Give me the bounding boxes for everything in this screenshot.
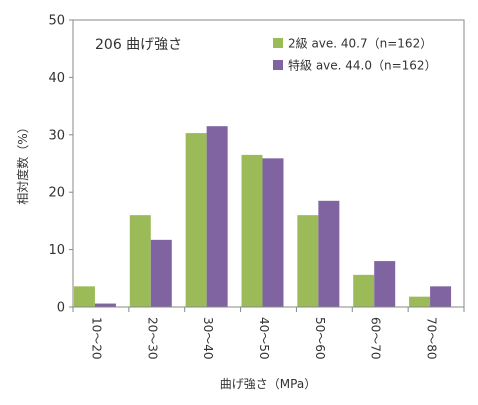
x-tick-label: 20～30	[145, 317, 159, 360]
bar-special-1	[150, 239, 172, 307]
x-tick-label: 70～80	[425, 317, 439, 360]
bar-grade2-1	[129, 215, 151, 307]
y-axis-title: 相対度数（%）	[15, 121, 30, 204]
x-axis-ticks: 10～20 20～30 30～40 40～50 50～60 60～70 70～80	[72, 307, 465, 360]
y-tick-label: 0	[57, 301, 65, 316]
bar-grade2-0	[73, 286, 95, 307]
legend-label: 特級 ave. 44.0（n=162）	[288, 58, 437, 73]
chart-title: 206 曲げ強さ	[95, 37, 182, 53]
bar-grade2-5	[353, 274, 375, 307]
bar-special-6	[430, 286, 452, 307]
legend-swatch	[273, 60, 283, 70]
legend: 2級 ave. 40.7（n=162） 特級 ave. 44.0（n=162）	[273, 37, 437, 73]
plot-frame	[72, 19, 465, 308]
bar-special-4	[318, 200, 340, 307]
bar-grade2-6	[409, 296, 431, 307]
y-tick-label: 50	[48, 14, 65, 29]
y-axis-ticks: 0 10 20 30 40 50	[48, 14, 73, 316]
bars	[73, 126, 452, 307]
x-tick-label: 60～70	[369, 317, 383, 360]
y-tick-label: 10	[48, 243, 65, 258]
x-tick-label: 40～50	[257, 317, 271, 360]
legend-swatch	[273, 38, 283, 48]
x-axis-title: 曲げ強さ（MPa）	[220, 377, 316, 391]
bar-special-3	[262, 158, 284, 307]
bar-special-5	[374, 261, 396, 307]
y-tick-label: 40	[48, 71, 65, 86]
bar-grade2-4	[297, 215, 319, 307]
legend-label: 2級 ave. 40.7（n=162）	[288, 37, 432, 51]
x-tick-label: 10～20	[89, 317, 103, 360]
x-tick-label: 30～40	[201, 317, 215, 360]
bar-special-2	[206, 126, 228, 307]
y-tick-label: 20	[48, 186, 65, 201]
bar-grade2-2	[185, 133, 207, 307]
bar-special-0	[94, 303, 116, 307]
bar-grade2-3	[241, 154, 263, 307]
x-tick-label: 50～60	[313, 317, 327, 360]
y-tick-label: 30	[48, 128, 65, 143]
